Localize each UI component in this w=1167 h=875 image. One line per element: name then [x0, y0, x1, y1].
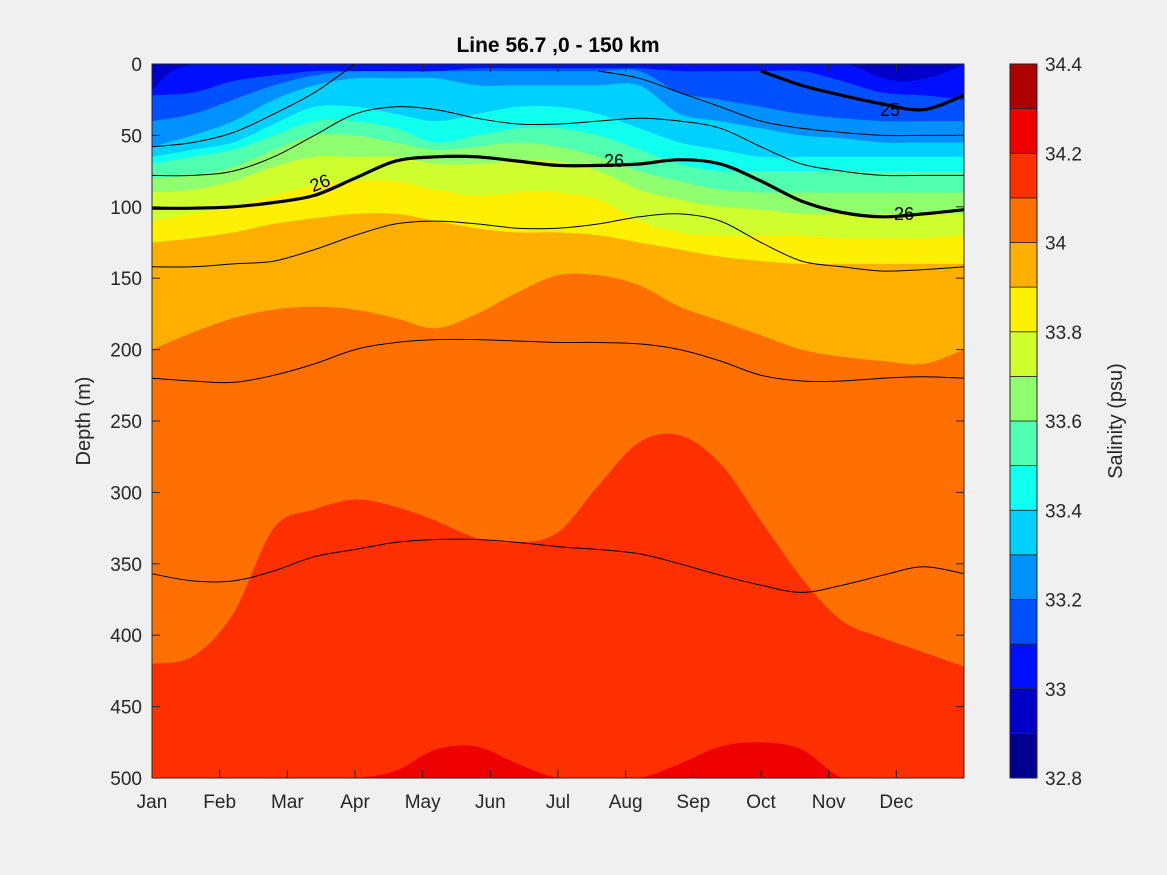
- colorbar-segment: [1010, 198, 1037, 243]
- colorbar-label: Salinity (psu): [1105, 363, 1127, 479]
- colorbar-segment: [1010, 287, 1037, 332]
- colorbar-segment: [1010, 689, 1037, 734]
- colorbar-segment: [1010, 510, 1037, 555]
- colorbar-segment: [1010, 600, 1037, 645]
- y-tick-label: 450: [110, 698, 142, 719]
- colorbar-segment: [1010, 466, 1037, 511]
- y-tick-label: 350: [110, 555, 142, 576]
- colorbar-segment: [1010, 332, 1037, 377]
- colorbar-tick-label: 33.2: [1045, 591, 1082, 612]
- x-tick-label: Apr: [340, 792, 370, 813]
- contour-label: 25: [880, 100, 900, 120]
- x-tick-label: Oct: [746, 792, 776, 813]
- x-tick-label: Aug: [609, 792, 643, 813]
- y-tick-label: 200: [110, 341, 142, 362]
- x-tick-label: Nov: [812, 792, 846, 813]
- colorbar-segment: [1010, 64, 1037, 109]
- colorbar-tick-label: 33.8: [1045, 323, 1082, 344]
- y-tick-label: 250: [110, 412, 142, 433]
- x-tick-label: Jun: [475, 792, 506, 813]
- colorbar-tick-label: 33.4: [1045, 501, 1082, 522]
- colorbar-tick-label: 33: [1045, 680, 1066, 701]
- y-tick-label: 50: [121, 126, 142, 147]
- y-tick-label: 0: [131, 55, 142, 76]
- chart-title: Line 56.7 ,0 - 150 km: [456, 34, 659, 57]
- x-tick-label: Dec: [879, 792, 913, 813]
- plot-area: [152, 64, 964, 780]
- y-axis-label: Depth (m): [73, 377, 95, 466]
- y-tick-label: 300: [110, 483, 142, 504]
- contour-label: 26: [604, 151, 624, 171]
- colorbar-tick-label: 32.8: [1045, 769, 1082, 790]
- x-tick-label: May: [405, 792, 441, 813]
- colorbar-segment: [1010, 153, 1037, 198]
- colorbar-tick-label: 34.4: [1045, 55, 1082, 76]
- colorbar-segment: [1010, 376, 1037, 421]
- salinity-contour-figure: Line 56.7 ,0 - 150 km 26262625 Jan Feb Mar…: [0, 0, 1167, 875]
- contour-label: 26: [894, 204, 914, 224]
- colorbar-tick-label: 34.2: [1045, 144, 1082, 165]
- colorbar-segment: [1010, 109, 1037, 154]
- y-tick-label: 500: [110, 769, 142, 790]
- y-tick-label: 400: [110, 626, 142, 647]
- colorbar-segment: [1010, 644, 1037, 689]
- x-tick-label: Sep: [676, 792, 710, 813]
- x-tick-label: Mar: [271, 792, 304, 813]
- colorbar-tick-label: 34: [1045, 234, 1067, 255]
- x-tick-label: Jul: [546, 792, 570, 813]
- y-tick-label: 100: [110, 198, 142, 219]
- x-tick-label: Jan: [137, 792, 168, 813]
- colorbar-segment: [1010, 421, 1037, 466]
- colorbar-segment: [1010, 243, 1037, 288]
- y-tick-label: 150: [110, 269, 142, 290]
- colorbar-segment: [1010, 555, 1037, 600]
- colorbar-tick-label: 33.6: [1045, 412, 1082, 433]
- colorbar-segment: [1010, 733, 1037, 778]
- x-tick-label: Feb: [203, 792, 236, 813]
